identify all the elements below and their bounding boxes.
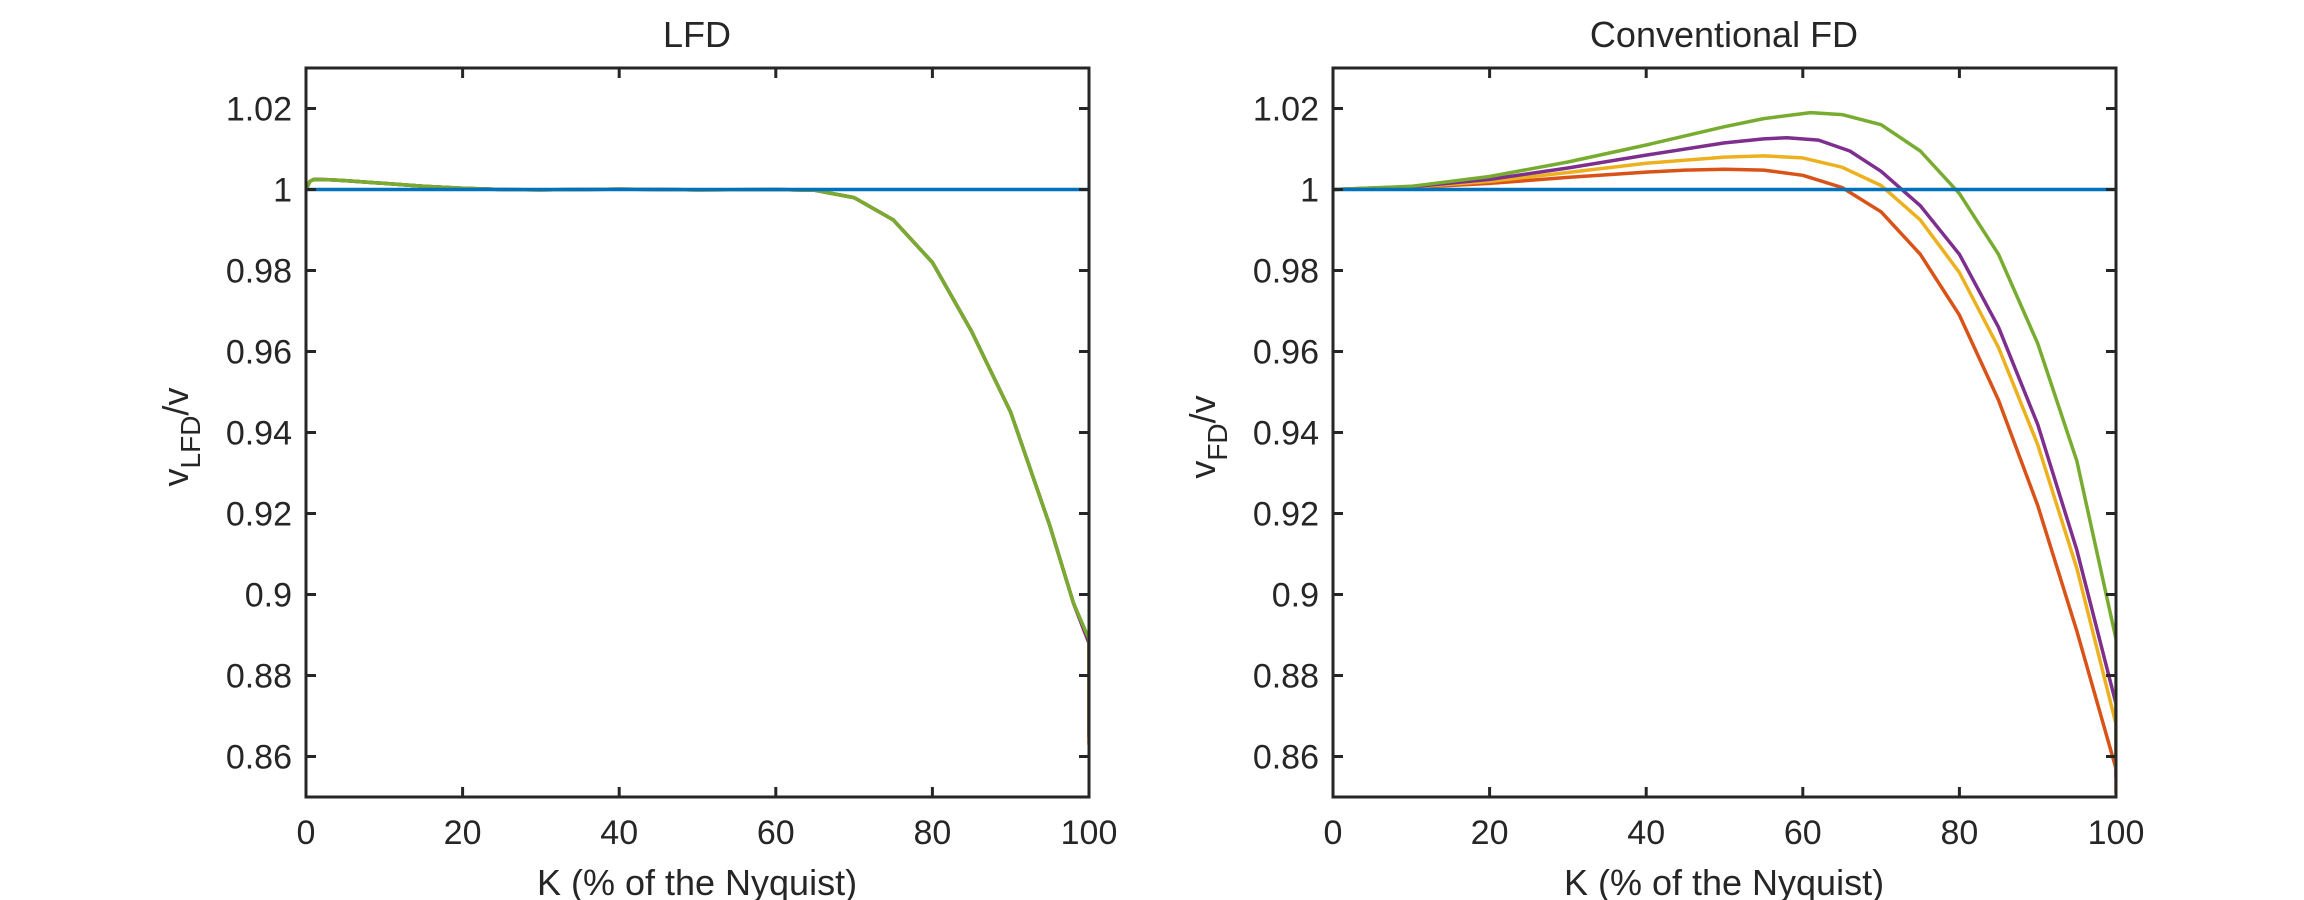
lfd-y-tick-label: 0.92 [226,496,292,534]
fd-y-tick-label: 1.02 [1253,91,1319,129]
lfd-y-label-subscript: LFD [175,416,206,469]
conventional-fd-plot: Conventional FD 0 20 40 60 80 1000.860.880.90… [1182,14,2144,900]
lfd-y-label-tail: /v [155,388,196,416]
fd-x-tick-label: 0 [1324,814,1343,852]
lfd-y-tick-label: 0.9 [245,577,292,615]
lfd-y-tick-label: 0.96 [226,334,292,372]
lfd-plot: LFD 0 20 40 60 80 1000.860.880.90.920.940.960… [155,14,1117,900]
fd-y-tick-label: 0.96 [1253,334,1319,372]
fd-series-line [1333,167,2116,795]
lfd-y-label-main: v [155,468,196,486]
fd-y-tick-label: 1 [1300,172,1319,210]
fd-y-tick-label: 0.88 [1253,658,1319,696]
lfd-x-tick-label: 80 [913,814,951,852]
lfd-title: LFD [663,14,731,55]
lfd-y-tick-label: 0.94 [226,415,292,453]
lfd-ticks: 0 20 40 60 80 100 0.86 0.88 0.9 0.92 0.94 0.96 0.98 1… [226,68,1118,852]
fd-y-label-main: v [1182,461,1223,479]
lfd-y-tick-label: 0.86 [226,739,292,777]
fd-x-tick-label: 80 [1940,814,1978,852]
fd-y-tick-label: 0.94 [1253,415,1319,453]
fd-series-group [1333,110,2116,795]
fd-x-axis-label: K (% of the Nyquist) [1564,862,1884,900]
fd-y-tick-label: 0.9 [1272,577,1319,615]
lfd-y-tick-label: 1.02 [226,91,292,129]
lfd-y-tick-label: 1 [273,172,292,210]
fd-title: Conventional FD [1590,14,1858,55]
fd-x-tick-label: 100 [2088,814,2145,852]
fd-y-label-subscript: FD [1202,423,1233,460]
fd-y-tick-label: 0.86 [1253,739,1319,777]
fd-y-tick-label: 0.92 [1253,496,1319,534]
fd-y-axis-label: vFD/v [1182,395,1233,478]
fd-y-label-tail: /v [1182,395,1223,423]
lfd-x-tick-label: 60 [757,814,795,852]
lfd-x-tick-label: 0 [297,814,316,852]
fd-series-line [1333,154,2116,775]
lfd-x-axis-label: K (% of the Nyquist) [537,862,857,900]
lfd-x-tick-label: 100 [1061,814,1118,852]
fd-series-line [1333,110,2116,771]
lfd-x-tick-label: 40 [600,814,638,852]
lfd-x-tick-label: 20 [444,814,482,852]
lfd-y-tick-label: 0.88 [226,658,292,696]
lfd-y-tick-label: 0.98 [226,253,292,291]
fd-x-tick-label: 20 [1471,814,1509,852]
lfd-series-group [306,177,1089,747]
fd-y-tick-label: 0.98 [1253,253,1319,291]
fd-x-tick-label: 60 [1784,814,1822,852]
fd-ticks: 0 20 40 60 80 100 0.86 0.88 0.9 0.92 0.94 0.96 0.98 1… [1253,68,2145,852]
fd-series-line [1333,135,2116,779]
lfd-y-axis-label: vLFD/v [155,388,206,487]
fd-x-tick-label: 40 [1627,814,1665,852]
